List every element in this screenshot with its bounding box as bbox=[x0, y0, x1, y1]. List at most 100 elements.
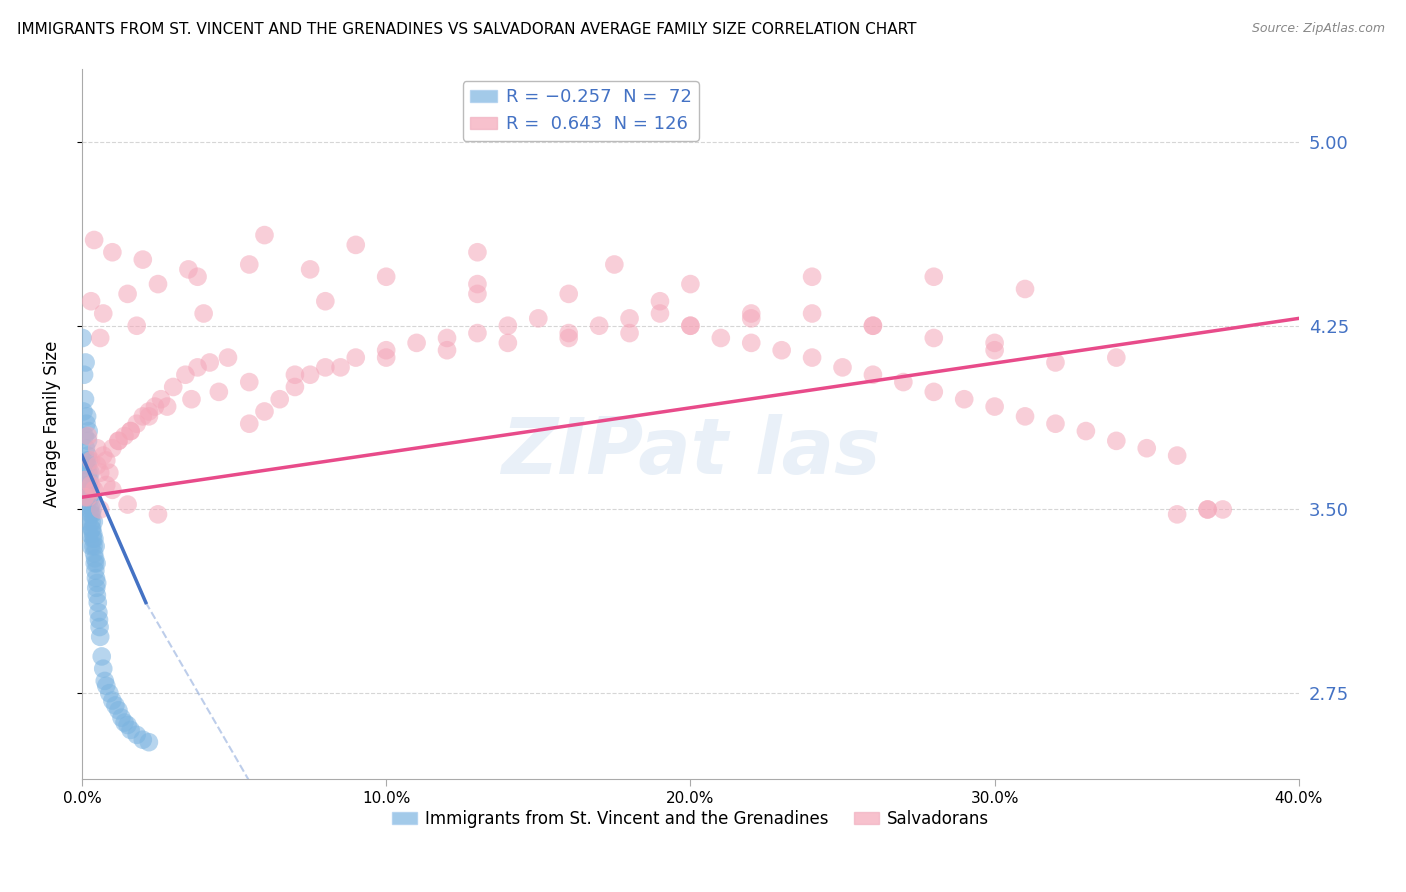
Point bbox=[527, 311, 550, 326]
Point bbox=[117, 498, 139, 512]
Point bbox=[86, 441, 108, 455]
Point bbox=[76, 409, 98, 424]
Point bbox=[156, 400, 179, 414]
Point bbox=[86, 576, 108, 591]
Point bbox=[80, 490, 103, 504]
Point bbox=[344, 238, 367, 252]
Point bbox=[84, 581, 107, 595]
Point bbox=[557, 331, 579, 345]
Point bbox=[801, 269, 824, 284]
Point bbox=[75, 441, 97, 455]
Y-axis label: Average Family Size: Average Family Size bbox=[44, 341, 60, 507]
Point bbox=[983, 335, 1005, 350]
Point bbox=[80, 508, 103, 522]
Point bbox=[253, 404, 276, 418]
Point bbox=[117, 718, 139, 732]
Point bbox=[740, 306, 762, 320]
Point bbox=[96, 478, 118, 492]
Point bbox=[138, 409, 160, 424]
Point bbox=[76, 498, 98, 512]
Point bbox=[101, 245, 124, 260]
Point bbox=[299, 368, 322, 382]
Point bbox=[238, 417, 260, 431]
Point bbox=[82, 532, 104, 546]
Point bbox=[238, 375, 260, 389]
Point bbox=[467, 286, 489, 301]
Point bbox=[96, 679, 118, 693]
Point bbox=[76, 453, 98, 467]
Point bbox=[82, 527, 104, 541]
Point bbox=[83, 483, 105, 497]
Point bbox=[98, 686, 121, 700]
Point bbox=[114, 715, 136, 730]
Point bbox=[75, 458, 97, 473]
Point bbox=[84, 564, 107, 578]
Point bbox=[89, 620, 111, 634]
Point bbox=[862, 318, 884, 333]
Point bbox=[801, 306, 824, 320]
Point bbox=[1045, 417, 1067, 431]
Point bbox=[77, 429, 100, 443]
Point bbox=[217, 351, 239, 365]
Point bbox=[80, 453, 103, 467]
Point bbox=[208, 384, 231, 399]
Point bbox=[1105, 351, 1128, 365]
Point bbox=[76, 417, 98, 431]
Point bbox=[436, 331, 458, 345]
Point bbox=[801, 351, 824, 365]
Point bbox=[76, 449, 98, 463]
Point bbox=[187, 360, 209, 375]
Point bbox=[120, 424, 142, 438]
Text: Source: ZipAtlas.com: Source: ZipAtlas.com bbox=[1251, 22, 1385, 36]
Point bbox=[146, 508, 169, 522]
Point bbox=[77, 490, 100, 504]
Point bbox=[79, 473, 101, 487]
Point bbox=[77, 490, 100, 504]
Point bbox=[1197, 502, 1219, 516]
Point bbox=[79, 483, 101, 497]
Point bbox=[679, 318, 702, 333]
Point bbox=[91, 306, 114, 320]
Point bbox=[91, 662, 114, 676]
Point bbox=[893, 375, 915, 389]
Text: ZIPat las: ZIPat las bbox=[501, 414, 880, 490]
Point bbox=[862, 368, 884, 382]
Point bbox=[375, 343, 398, 358]
Point bbox=[79, 502, 101, 516]
Point bbox=[77, 490, 100, 504]
Point bbox=[107, 703, 129, 717]
Text: IMMIGRANTS FROM ST. VINCENT AND THE GRENADINES VS SALVADORAN AVERAGE FAMILY SIZE: IMMIGRANTS FROM ST. VINCENT AND THE GREN… bbox=[17, 22, 917, 37]
Point bbox=[1212, 502, 1234, 516]
Point bbox=[77, 453, 100, 467]
Point bbox=[193, 306, 215, 320]
Point bbox=[84, 551, 107, 566]
Point bbox=[1136, 441, 1159, 455]
Point bbox=[862, 318, 884, 333]
Point bbox=[101, 483, 124, 497]
Point bbox=[146, 277, 169, 291]
Point bbox=[770, 343, 793, 358]
Point bbox=[82, 502, 104, 516]
Point bbox=[120, 424, 142, 438]
Point bbox=[86, 588, 108, 602]
Point bbox=[679, 318, 702, 333]
Point bbox=[150, 392, 173, 407]
Point bbox=[1014, 409, 1036, 424]
Point bbox=[89, 466, 111, 480]
Point bbox=[174, 368, 197, 382]
Point bbox=[101, 441, 124, 455]
Point bbox=[922, 331, 945, 345]
Point bbox=[77, 424, 100, 438]
Point bbox=[198, 355, 221, 369]
Point bbox=[831, 360, 853, 375]
Point bbox=[1166, 449, 1188, 463]
Point bbox=[79, 527, 101, 541]
Point bbox=[80, 539, 103, 553]
Point bbox=[299, 262, 322, 277]
Point bbox=[1045, 355, 1067, 369]
Point bbox=[588, 318, 610, 333]
Point bbox=[90, 649, 112, 664]
Point bbox=[83, 233, 105, 247]
Point bbox=[80, 498, 103, 512]
Point bbox=[73, 478, 96, 492]
